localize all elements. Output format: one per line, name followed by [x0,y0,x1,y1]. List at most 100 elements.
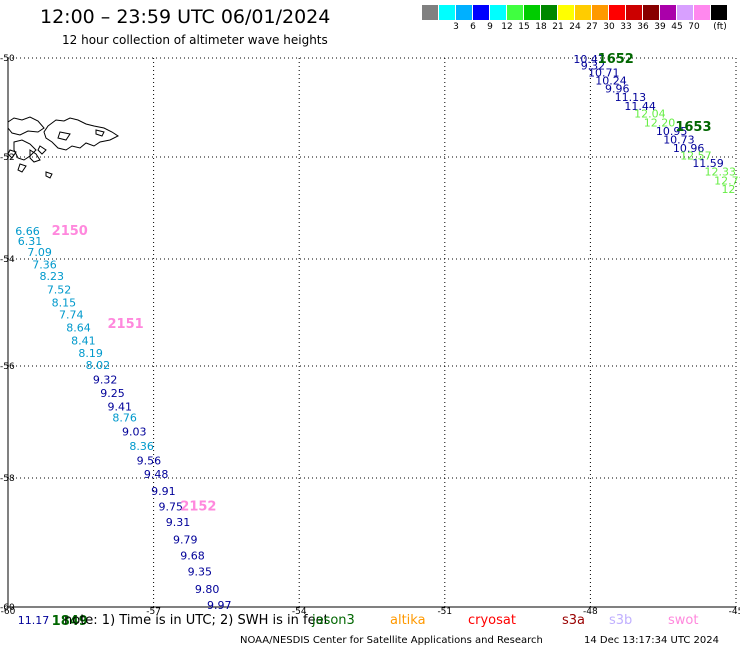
swh-label: 8.76 [112,412,137,425]
swh-label: 9.97 [207,599,232,612]
satellite-legend-item: jason3 [312,613,355,628]
swh-label: 9.35 [188,566,213,579]
map-subtitle: 12 hour collection of altimeter wave hei… [62,33,328,47]
color-bin-label: 6 [470,22,476,32]
swh-label: 7.52 [47,283,72,296]
color-bin-label: 3 [453,22,459,32]
color-bin-label: 39 [654,22,666,32]
swh-label: 9.75 [158,500,183,513]
color-bin-label: 36 [637,22,649,32]
latitude-tick-label: -50 [0,54,15,64]
color-bin-swatch [507,5,524,20]
swh-label: 12.57 [680,150,712,163]
swh-label: 8.36 [129,440,154,453]
swh-label: 9.91 [151,485,176,498]
swh-label: 11.13 [615,91,647,104]
swh-label: 9.25 [100,387,125,400]
swh-label: 12 [721,183,735,196]
swh-label: 10.73 [663,134,695,147]
swh-label: 9.96 [605,83,630,96]
color-bin-swatch [456,5,473,20]
swh-label: 10.95 [656,125,688,138]
color-bin-swatch [575,5,592,20]
color-bin-label: 18 [535,22,547,32]
pass-time-label: 2151 [107,317,143,332]
swh-label: 9.68 [180,549,205,562]
swh-label: 7.36 [32,258,57,271]
graticule [7,57,737,608]
swh-label: 10.24 [595,74,627,87]
swh-label: 9.31 [166,516,191,529]
color-bin-swatch [711,5,728,20]
swh-label: 7.74 [59,309,84,322]
longitude-tick-label: -60 [1,607,16,617]
color-bin-swatch [439,5,456,20]
swh-label: 7.09 [27,246,52,259]
swh-label: 10.96 [673,142,705,155]
color-bin-label: 21 [552,22,564,32]
pass-time-label: 1652 [598,52,634,67]
generated-timestamp: 14 Dec 13:17:34 UTC 2024 [584,635,719,646]
swh-label: 8.19 [78,347,103,360]
pass-time-label: 2150 [52,224,88,239]
satellite-legend-item: s3b [609,613,633,628]
color-scale-unit: (ft) [713,22,727,32]
credit-line: NOAA/NESDIS Center for Satellite Applica… [240,635,543,646]
color-bin-swatch [524,5,541,20]
swh-label: 12.33 [704,165,736,178]
color-bin-swatch [473,5,490,20]
swh-label: 8.41 [71,334,96,347]
color-bin-label: 70 [688,22,700,32]
falkland-islands-coastline [7,116,119,179]
color-bin-swatch [677,5,694,20]
color-bin-swatch [541,5,558,20]
longitude-tick-label: -48 [583,607,598,617]
swh-label: 10.47 [573,53,605,66]
footer-note: note: 1) Time is in UTC; 2) SWH is in fe… [64,613,329,628]
swh-label: 12.72 [714,174,740,187]
longitude-tick-label: -54 [292,607,307,617]
color-bin-label: 27 [586,22,598,32]
swh-label: 8.64 [66,321,91,334]
color-bin-swatch [609,5,626,20]
swh-label: 12.20 [644,116,676,129]
color-bin-label: 12 [501,22,513,32]
color-bin-swatch [694,5,711,20]
swh-value-labels: 10.479.3210.7110.249.9611.1311.4410.9510… [15,53,740,627]
latitude-tick-label: -52 [0,153,15,163]
color-bin-swatch [626,5,643,20]
swh-label: 11.44 [624,100,656,113]
pass-time-label: 2152 [180,500,216,515]
swh-label: 9.48 [144,468,169,481]
longitude-tick-label: -45 [729,607,740,617]
axis-tick-labels: -60 -57 -54 -51 -48 -45 -50 -52 -54 -56 -58 -60 [0,54,740,617]
latitude-tick-label: -58 [0,474,15,484]
color-bin-label: 24 [569,22,581,32]
pass-time-label: 1849 [52,614,88,629]
swh-label: 9.32 [93,373,118,386]
swh-label: 8.02 [86,359,111,372]
latitude-tick-label: -56 [0,362,15,372]
pass-time-label: 1653 [675,120,711,135]
swh-label: 6.66 [15,225,40,238]
color-bin-swatch [660,5,677,20]
color-bin-label: 45 [671,22,683,32]
color-bin-swatch [558,5,575,20]
satellite-legend-item: cryosat [468,613,516,628]
color-bin-swatch [422,5,439,20]
pass-time-labels: 1652 1653 2150 2151 2152 1849 [52,52,712,629]
satellite-legend-item: swot [668,613,699,628]
latitude-tick-label: -54 [0,255,15,265]
swh-label: 9.80 [195,583,220,596]
swh-label: 9.32 [581,59,606,72]
swh-label: 6.31 [18,235,42,248]
swh-label: 9.03 [122,426,147,439]
swh-label: 8.23 [40,270,64,283]
satellite-legend-item: altika [390,613,426,628]
swh-label: 11.59 [692,157,724,170]
color-bin-swatch [490,5,507,20]
swh-label: 12.04 [634,107,666,120]
swh-label: 11.17 [18,614,49,627]
color-bin-swatch [592,5,609,20]
